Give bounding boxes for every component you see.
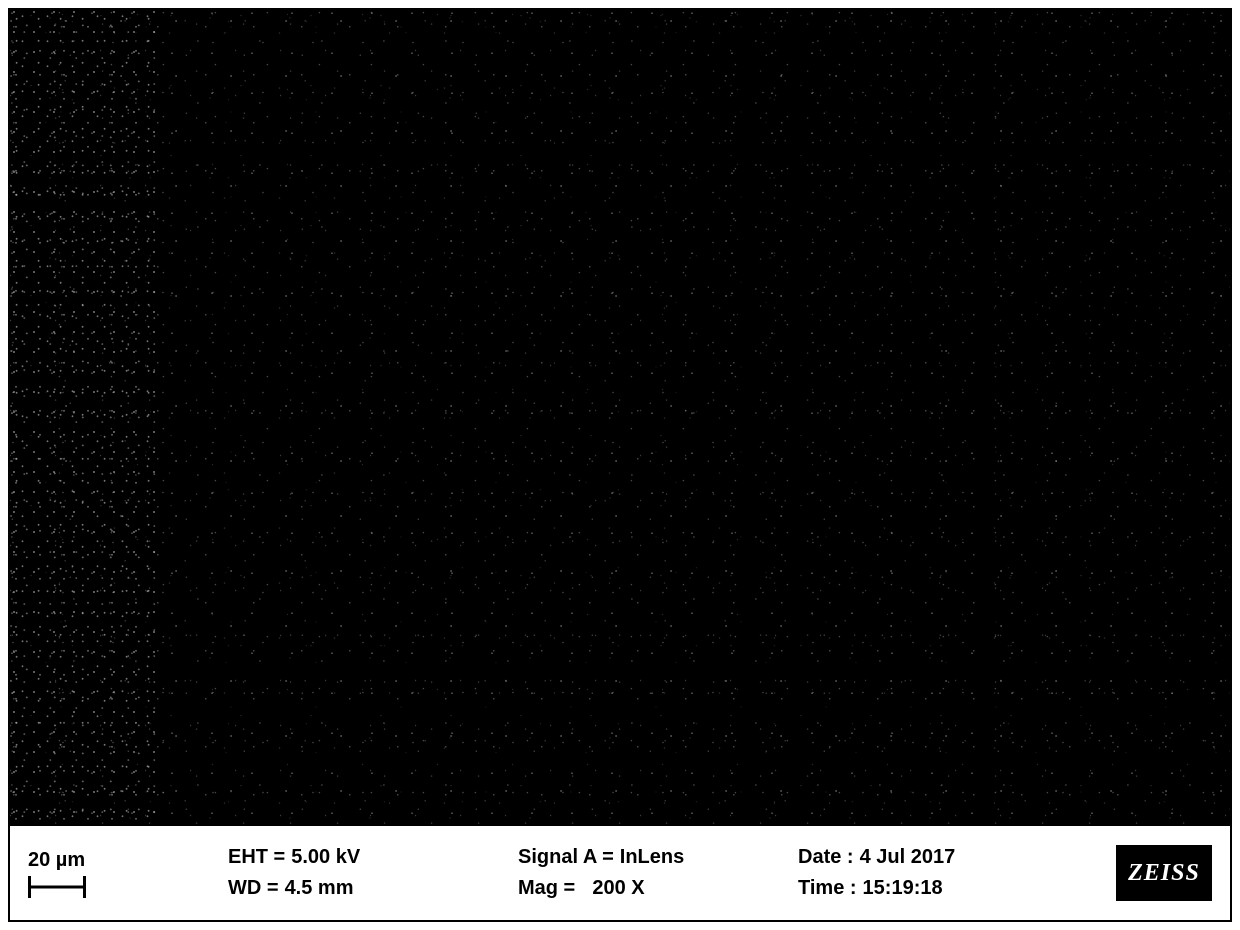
scale-tick-right [83, 876, 86, 898]
date-label: Date : [798, 846, 854, 869]
date-row: Date : 4 Jul 2017 [798, 846, 1102, 869]
sem-frame: 20 µm EHT = 5.00 kV WD = 4.5 mm Signal A… [8, 8, 1232, 922]
wd-row: WD = 4.5 mm [228, 877, 518, 900]
logo-block: ZEISS [1102, 845, 1212, 901]
wd-label: WD = [228, 877, 279, 900]
zeiss-logo-text: ZEISS [1128, 860, 1200, 887]
time-label: Time : [798, 877, 857, 900]
sem-noise-left-edge [10, 10, 156, 825]
date-value: 4 Jul 2017 [860, 846, 956, 869]
sem-image-area [10, 10, 1230, 825]
time-value: 15:19:18 [863, 877, 943, 900]
sem-noise-texture [10, 10, 1230, 825]
mag-label: Mag = [518, 877, 575, 900]
eht-value: 5.00 kV [291, 846, 360, 869]
scale-bar-icon [28, 876, 86, 898]
sem-info-bar: 20 µm EHT = 5.00 kV WD = 4.5 mm Signal A… [10, 825, 1230, 920]
scale-label: 20 µm [28, 849, 85, 872]
signal-row: Signal A = InLens [518, 846, 798, 869]
signal-column: Signal A = InLens Mag = 200 X [518, 846, 798, 900]
zeiss-logo: ZEISS [1116, 845, 1212, 901]
signal-value: InLens [620, 846, 684, 869]
time-row: Time : 15:19:18 [798, 877, 1102, 900]
scale-block: 20 µm [28, 849, 228, 898]
mag-value: 200 X [581, 877, 644, 900]
datetime-column: Date : 4 Jul 2017 Time : 15:19:18 [798, 846, 1102, 900]
mag-row: Mag = 200 X [518, 877, 798, 900]
signal-label: Signal A = [518, 846, 614, 869]
eht-label: EHT = [228, 846, 285, 869]
wd-value: 4.5 mm [285, 877, 354, 900]
eht-row: EHT = 5.00 kV [228, 846, 518, 869]
scale-line [28, 885, 86, 888]
params-column: EHT = 5.00 kV WD = 4.5 mm [228, 846, 518, 900]
